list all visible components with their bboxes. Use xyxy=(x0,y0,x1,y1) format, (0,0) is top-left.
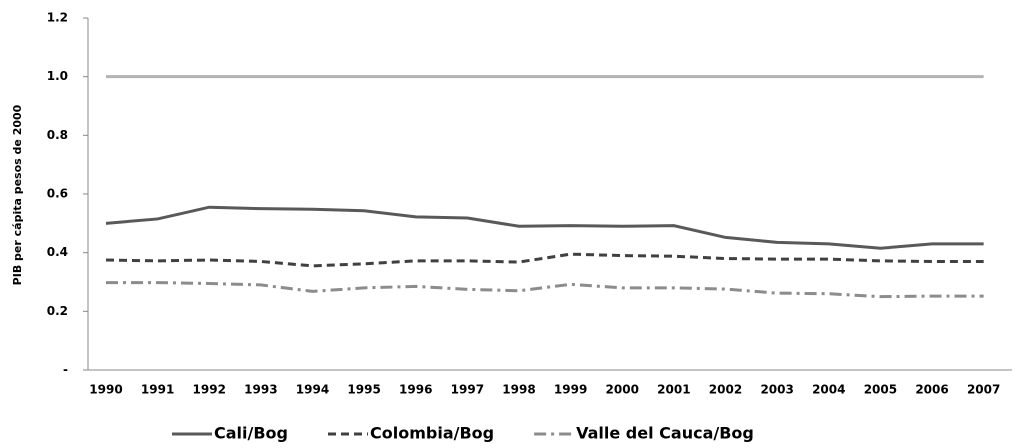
series-line xyxy=(106,281,984,299)
legend-label: Cali/Bog xyxy=(214,424,288,443)
y-tick-label: 1.0 xyxy=(47,69,68,83)
x-tick-label: 1998 xyxy=(502,383,535,397)
y-tick-label: - xyxy=(63,363,68,377)
x-tick-label: 2007 xyxy=(967,383,1000,397)
x-tick-label: 2006 xyxy=(915,383,948,397)
x-tick-label: 2001 xyxy=(657,383,690,397)
series-line xyxy=(105,205,984,250)
series-line xyxy=(105,252,984,268)
y-tick-label: 0.2 xyxy=(47,304,68,318)
x-tick-label: 1993 xyxy=(244,383,277,397)
x-tick-label: 1997 xyxy=(451,383,484,397)
x-tick-label: 1995 xyxy=(347,383,380,397)
x-tick-label: 1994 xyxy=(296,383,329,397)
y-tick-label: 0.6 xyxy=(47,187,68,201)
y-axis-label: PIB per cápita pesos de 2000 xyxy=(11,104,24,285)
x-tick-label: 2005 xyxy=(864,383,897,397)
x-tick-label: 2003 xyxy=(760,383,793,397)
x-tick-label: 1991 xyxy=(141,383,174,397)
x-tick-label: 2000 xyxy=(606,383,639,397)
x-tick-label: 1999 xyxy=(554,383,587,397)
x-tick-label: 1992 xyxy=(193,383,226,397)
legend-label: Colombia/Bog xyxy=(370,424,494,443)
y-tick-label: 0.4 xyxy=(47,245,68,259)
y-tick-label: 1.2 xyxy=(47,11,68,25)
x-tick-label: 1996 xyxy=(399,383,432,397)
x-tick-label: 2004 xyxy=(812,383,845,397)
x-tick-label: 2002 xyxy=(709,383,742,397)
x-tick-label: 1990 xyxy=(89,383,122,397)
y-tick-label: 0.8 xyxy=(47,128,68,142)
legend-label: Valle del Cauca/Bog xyxy=(576,424,754,443)
